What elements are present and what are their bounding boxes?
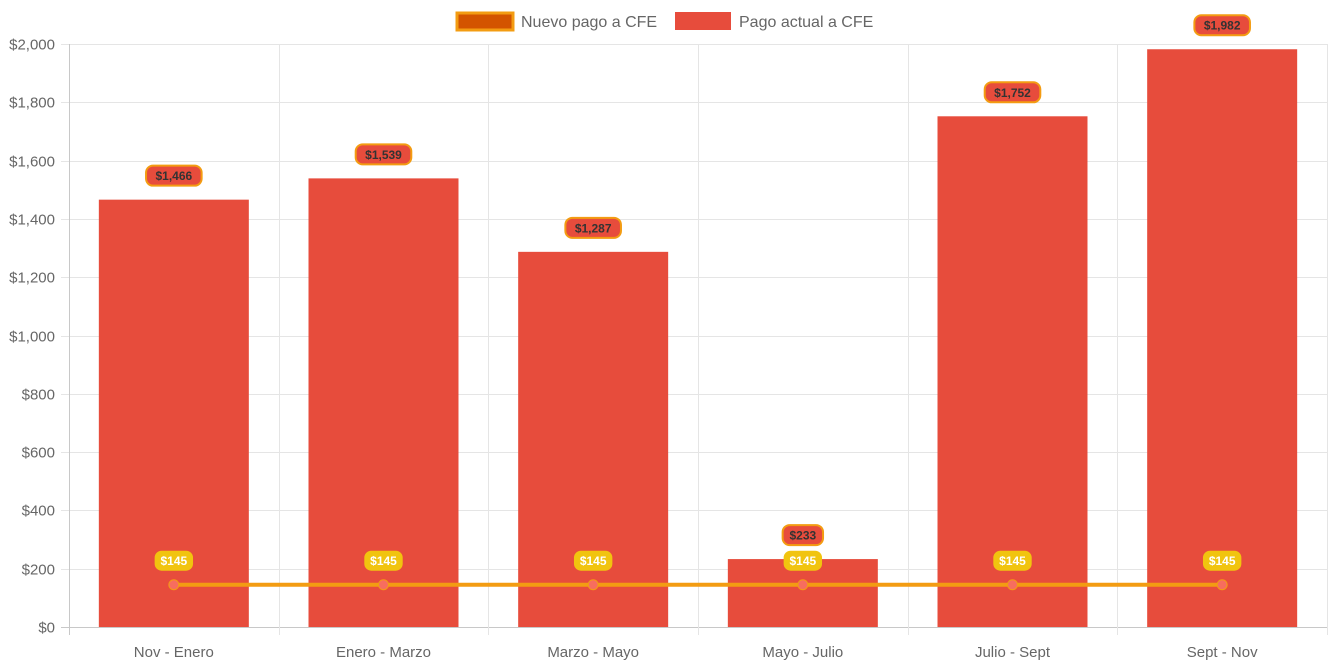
bar-data-label-text: $1,982 (1204, 19, 1241, 33)
y-tick-label: $800 (22, 387, 55, 404)
line-data-label-bg (783, 550, 823, 571)
line-data-label-text: $145 (160, 554, 187, 568)
line-point (1216, 579, 1228, 591)
line-data-label: $145 (154, 550, 194, 571)
line-point (168, 579, 180, 591)
legend-item-nuevo-pago: Nuevo pago a CFE (455, 11, 657, 32)
bar (937, 116, 1088, 628)
bar-data-label-bg (354, 143, 413, 166)
x-tick-label: Julio - Sept (975, 644, 1051, 661)
legend-label: Pago actual a CFE (739, 14, 873, 31)
y-tick-label: $1,200 (9, 270, 55, 287)
bar-data-label-bg (781, 524, 825, 547)
line-data-label-text: $145 (370, 554, 397, 568)
x-tick-label: Enero - Marzo (336, 644, 431, 661)
legend: Nuevo pago a CFE Pago actual a CFE (455, 11, 873, 32)
bar-data-label-text: $1,466 (155, 169, 192, 183)
line-data-label-text: $145 (1209, 554, 1236, 568)
data-labels: $1,466 $1,539 $1,287 $233 $1,752 $1,982 $145 $1… (145, 14, 1251, 571)
line-point (1007, 579, 1018, 591)
bar-data-label-bg (564, 216, 622, 239)
x-axis: Nov - Enero Enero - Marzo Marzo - Mayo Mayo… (134, 644, 1258, 661)
line-data-label-text: $145 (789, 554, 816, 568)
legend-label: Nuevo pago a CFE (521, 14, 657, 31)
line-data-label: $145 (783, 550, 823, 571)
x-tick-label: Marzo - Mayo (547, 644, 639, 661)
line-point (797, 579, 809, 591)
line-data-label-text: $145 (999, 554, 1026, 568)
bar-data-label: $1,287 (564, 216, 622, 239)
y-tick-label: $0 (38, 620, 55, 637)
line-data-label: $145 (573, 550, 613, 571)
line-data-label-bg (573, 550, 613, 571)
line-data-label: $145 (993, 550, 1032, 571)
y-tick-label: $400 (22, 503, 55, 520)
line-series (168, 579, 1228, 591)
bar-data-label: $233 (781, 524, 825, 547)
bar-data-label-bg (1193, 14, 1251, 37)
y-tick-label: $600 (22, 445, 55, 462)
line-point (587, 579, 599, 591)
y-axis: $0 $200 $400 $600 $800 $1,000 $1,200 $1,400 $1,6… (9, 37, 55, 637)
bar-data-label-bg (145, 164, 203, 187)
bar (1147, 49, 1298, 627)
bar-data-label-text: $1,539 (365, 148, 402, 162)
line-data-label: $145 (1202, 550, 1242, 571)
line-data-label-bg (364, 550, 403, 571)
line-data-label-bg (154, 550, 194, 571)
bar-data-label-text: $1,752 (994, 86, 1031, 100)
bar-data-label-text: $233 (789, 529, 816, 543)
y-tick-label: $2,000 (9, 37, 55, 54)
x-tick-label: Nov - Enero (134, 644, 214, 661)
line-data-label-bg (993, 550, 1032, 571)
y-tick-label: $1,000 (9, 329, 55, 346)
y-tick-label: $1,600 (9, 154, 55, 171)
y-tick-label: $1,800 (9, 95, 55, 112)
bar-data-label: $1,466 (145, 164, 203, 187)
bar-data-label: $1,982 (1193, 14, 1251, 37)
x-tick-label: Sept - Nov (1187, 644, 1258, 661)
bar-data-label: $1,539 (354, 143, 413, 166)
grid (61, 44, 1328, 635)
line-data-label-bg (1202, 550, 1242, 571)
bar-data-label-text: $1,287 (575, 221, 612, 235)
line-point (378, 579, 389, 591)
legend-swatch (455, 11, 515, 32)
legend-swatch (675, 12, 731, 30)
line-data-label: $145 (364, 550, 403, 571)
bar-data-label: $1,752 (983, 81, 1042, 104)
bar-data-label-bg (983, 81, 1042, 104)
y-tick-label: $200 (22, 562, 55, 579)
line-data-label-text: $145 (580, 554, 607, 568)
y-tick-label: $1,400 (9, 212, 55, 229)
legend-item-pago-actual: Pago actual a CFE (675, 12, 873, 31)
x-tick-label: Mayo - Julio (762, 644, 843, 661)
